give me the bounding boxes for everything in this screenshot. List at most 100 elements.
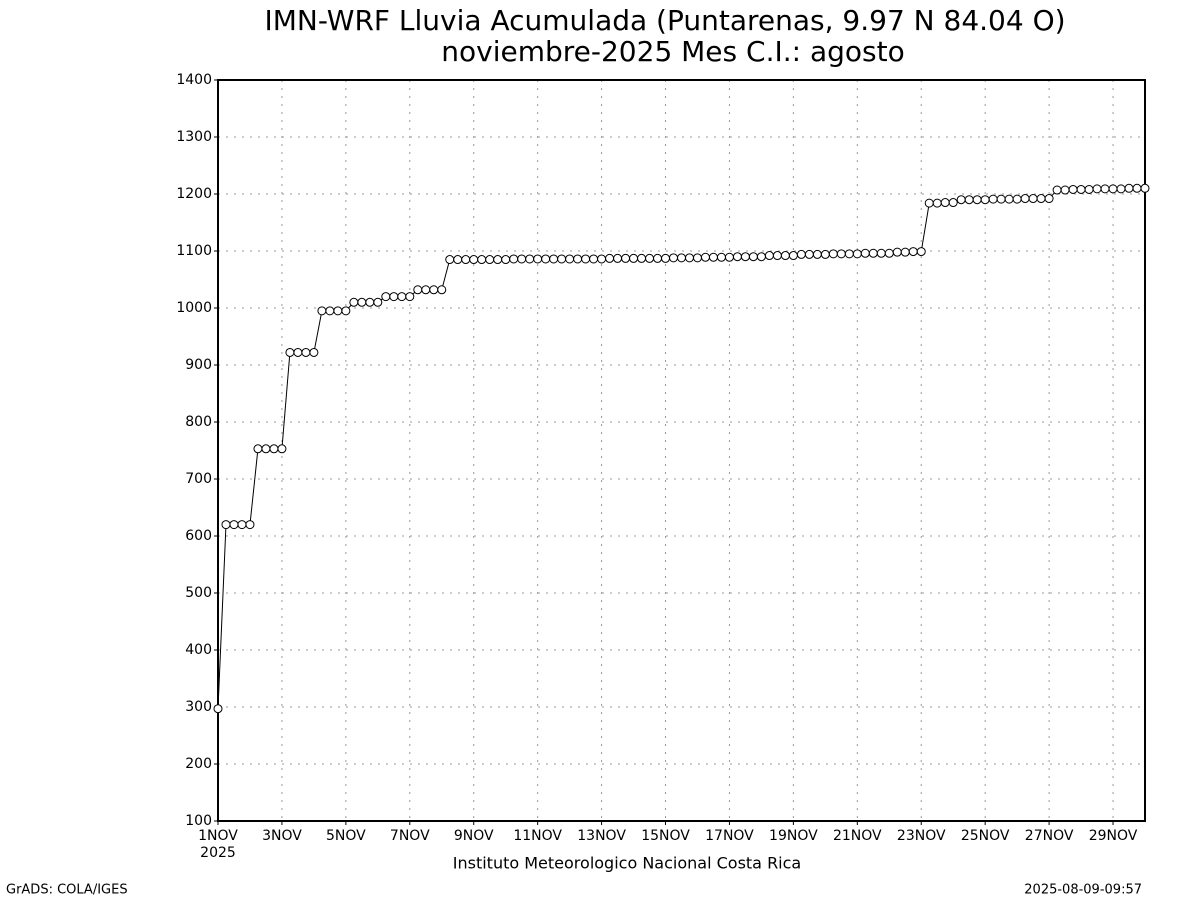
chart-title: IMN-WRF Lluvia Acumulada (Puntarenas, 9.… (264, 4, 1065, 37)
data-point (1044, 194, 1054, 204)
data-line (217, 187, 1145, 709)
footer-left: GrADS: COLA/IGES (6, 883, 128, 898)
data-point (868, 248, 878, 258)
data-point (852, 249, 862, 259)
data-point (309, 347, 319, 357)
data-point (812, 249, 822, 259)
data-point (621, 253, 631, 263)
y-tick-label: 500 (185, 585, 212, 601)
y-tick-label: 900 (185, 357, 212, 373)
data-point (645, 253, 655, 263)
x-tick-label: 9NOV (454, 828, 494, 844)
plot-frame (217, 79, 1146, 822)
y-tick-label: 1000 (176, 300, 212, 316)
data-point (253, 444, 263, 454)
data-point (533, 254, 543, 264)
data-point (389, 292, 399, 302)
data-point (661, 253, 671, 263)
data-point (341, 306, 351, 316)
credit: Instituto Meteorologico Nacional Costa R… (453, 854, 801, 873)
data-point (1052, 185, 1062, 195)
data-point (924, 198, 934, 208)
data-point (285, 347, 295, 357)
data-point (653, 253, 663, 263)
data-point (1020, 194, 1030, 204)
data-point (501, 255, 511, 265)
data-point (748, 252, 758, 262)
data-point (445, 255, 455, 265)
data-point (828, 249, 838, 259)
x-tick-label: 11NOV (513, 828, 562, 844)
data-point (788, 251, 798, 261)
data-point (333, 306, 343, 316)
data-point (756, 252, 766, 262)
data-point (692, 253, 702, 263)
data-point (964, 195, 974, 205)
y-tick-label: 800 (185, 414, 212, 430)
data-point (301, 347, 311, 357)
data-point (948, 198, 958, 208)
data-point (1012, 194, 1022, 204)
x-tick-label: 7NOV (390, 828, 430, 844)
data-point (613, 253, 623, 263)
data-point (684, 253, 694, 263)
data-point (1108, 184, 1118, 194)
data-point (453, 255, 463, 265)
data-point (557, 254, 567, 264)
data-point (956, 195, 966, 205)
data-point (317, 306, 327, 316)
data-point (549, 254, 559, 264)
x-tick-label: 27NOV (1025, 828, 1074, 844)
data-point (804, 249, 814, 259)
data-point (421, 285, 431, 295)
footer-right: 2025-08-09-09:57 (1024, 883, 1142, 898)
data-point (836, 249, 846, 259)
data-point (1004, 194, 1014, 204)
data-point (469, 255, 479, 265)
data-point (972, 195, 982, 205)
data-point (669, 253, 679, 263)
y-tick-label: 700 (185, 471, 212, 487)
x-tick-label: 21NOV (833, 828, 882, 844)
x-tick-label: 1NOV (198, 828, 238, 844)
data-point (732, 252, 742, 262)
data-point (724, 252, 734, 262)
data-point (700, 252, 710, 262)
data-point (525, 254, 535, 264)
data-point (780, 251, 790, 261)
data-point (988, 194, 998, 204)
data-point (293, 347, 303, 357)
data-point (740, 252, 750, 262)
data-point (517, 254, 527, 264)
data-point (477, 255, 487, 265)
x-sublabel: 2025 (200, 845, 236, 861)
data-point (716, 252, 726, 262)
x-tick-label: 15NOV (641, 828, 690, 844)
data-point (381, 292, 391, 302)
data-point (509, 254, 519, 264)
x-tick-label: 25NOV (961, 828, 1010, 844)
y-tick-label: 600 (185, 528, 212, 544)
data-point (269, 444, 279, 454)
y-tick-label: 1100 (176, 243, 212, 259)
data-point (1060, 185, 1070, 195)
data-point (261, 444, 271, 454)
data-point (229, 520, 239, 530)
data-point (932, 198, 942, 208)
data-point (1132, 183, 1142, 193)
data-point (708, 252, 718, 262)
data-point (1036, 194, 1046, 204)
x-tick-label: 23NOV (897, 828, 946, 844)
data-point (1100, 184, 1110, 194)
data-point (397, 292, 407, 302)
data-point (940, 198, 950, 208)
data-point (589, 254, 599, 264)
data-point (237, 520, 247, 530)
data-point (629, 253, 639, 263)
data-point (325, 306, 335, 316)
data-point (996, 194, 1006, 204)
data-point (637, 253, 647, 263)
data-point (405, 292, 415, 302)
data-point (677, 253, 686, 263)
data-point (1124, 183, 1134, 193)
